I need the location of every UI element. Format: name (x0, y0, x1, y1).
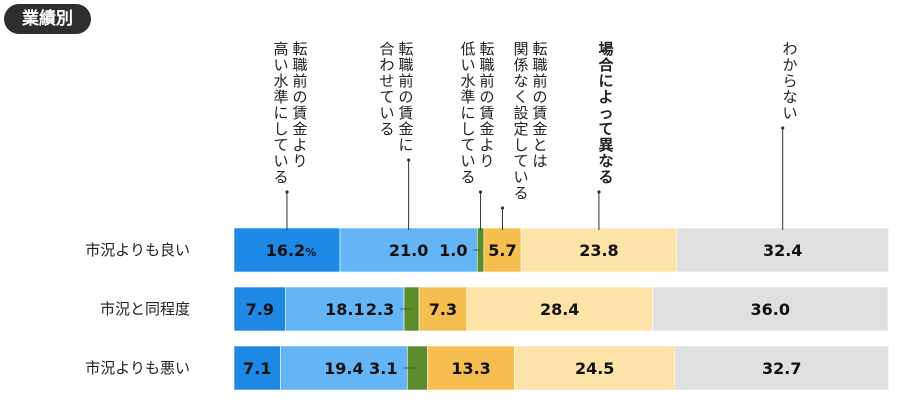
value-label: 7.9 (246, 300, 274, 319)
bar-segment (483, 227, 522, 273)
value-label: 32.7 (762, 359, 801, 378)
category-badge: 業績別 (4, 4, 91, 34)
bar-segment (652, 286, 889, 332)
value-label: 3.1 (369, 359, 397, 378)
series-label: 場合によって異なる (597, 40, 614, 186)
value-label: 13.3 (451, 359, 490, 378)
value-label: 1.0 (439, 241, 467, 260)
series-label: 転職前の賃金より (292, 40, 307, 170)
connector-dot (500, 206, 505, 210)
value-label: 36.0 (751, 300, 790, 319)
series-label: 転職前の賃金に (398, 40, 413, 154)
value-label: 18.1 (325, 300, 364, 319)
value-label: 2.3 (366, 300, 394, 319)
value-label: 5.7 (488, 241, 516, 260)
value-label: 32.4 (763, 241, 802, 260)
value-label: 24.5 (575, 359, 614, 378)
value-label: 23.8 (579, 241, 618, 260)
series-label: 高い水準にしている (273, 40, 288, 186)
series-label: 低い水準にしている (460, 40, 475, 186)
category-label: 市況よりも悪い (85, 359, 190, 377)
bar-segment (427, 345, 515, 391)
category-label: 市況よりも良い (85, 241, 190, 259)
category-label: 市況と同程度 (100, 300, 190, 318)
value-label: 16.2% (266, 241, 317, 260)
connector-dot (407, 158, 411, 162)
connector-dot (285, 190, 289, 194)
value-label: 28.4 (540, 300, 579, 319)
bar-segment (280, 345, 408, 391)
connector-dot (478, 190, 483, 194)
series-label: 関係なく設定している (513, 40, 528, 202)
series-label: 転職前の賃金より (479, 40, 494, 170)
series-label: 転職前の賃金とは (532, 40, 547, 170)
connector-dot (781, 126, 785, 130)
series-label: わからない (782, 40, 797, 122)
bar-segment (418, 286, 468, 332)
bar-segment (514, 345, 676, 391)
percent-sign: % (305, 246, 316, 259)
bar-segment (233, 227, 341, 273)
bar-segment (233, 286, 286, 332)
value-label: 7.3 (429, 300, 457, 319)
value-label: 21.0 (389, 241, 428, 260)
value-label: 19.4 (324, 359, 363, 378)
series-label: 合わせている (379, 40, 394, 138)
bar-segment (674, 345, 889, 391)
value-label: 7.1 (243, 359, 271, 378)
connector-dot (597, 190, 601, 194)
bar-segment (676, 227, 889, 273)
